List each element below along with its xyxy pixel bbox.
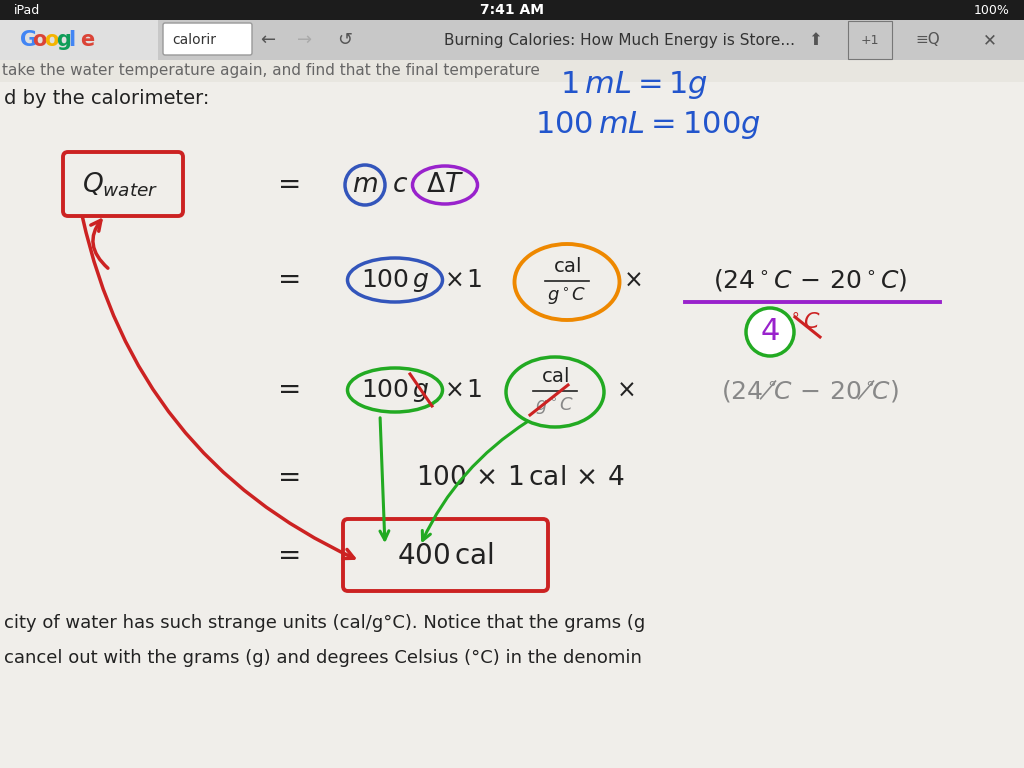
Text: $100\,\times\,1\,\mathrm{cal}\,\times\,4$: $100\,\times\,1\,\mathrm{cal}\,\times\,4… <box>416 465 625 491</box>
Bar <box>0 60 1024 82</box>
Text: $g{^\circ}C$: $g{^\circ}C$ <box>536 396 574 417</box>
Text: $g{^\circ}C$: $g{^\circ}C$ <box>547 286 587 306</box>
Text: →: → <box>297 31 312 49</box>
Text: =: = <box>279 464 302 492</box>
Text: $m$: $m$ <box>352 172 378 198</box>
Text: g: g <box>56 30 71 50</box>
Text: $\times$: $\times$ <box>615 378 634 402</box>
Text: =: = <box>279 376 302 404</box>
Text: calorir: calorir <box>172 33 216 47</box>
Text: l: l <box>68 30 75 50</box>
Text: ⬆: ⬆ <box>808 31 822 49</box>
Text: $Q_{water}$: $Q_{water}$ <box>82 170 158 199</box>
Text: take the water temperature again, and find that the final temperature: take the water temperature again, and fi… <box>2 64 540 78</box>
Text: +1: +1 <box>861 34 880 47</box>
Text: $1\,mL = 1g$: $1\,mL = 1g$ <box>560 69 708 101</box>
Text: e: e <box>80 30 94 50</box>
Text: $\mathrm{cal}$: $\mathrm{cal}$ <box>553 257 582 276</box>
Text: $(24^\circ\!\not\!C\,-\,20^\circ\!\not\!C)$: $(24^\circ\!\not\!C\,-\,20^\circ\!\not\!… <box>721 376 899 403</box>
Text: =: = <box>279 542 302 570</box>
Text: =: = <box>279 266 302 294</box>
Text: o: o <box>32 30 46 50</box>
Text: $1$: $1$ <box>466 268 482 292</box>
Circle shape <box>746 308 794 356</box>
Text: ←: ← <box>260 31 275 49</box>
Text: $\times$: $\times$ <box>443 378 462 402</box>
Text: $100\,mL = 100g$: $100\,mL = 100g$ <box>535 109 761 141</box>
Text: $\mathrm{cal}$: $\mathrm{cal}$ <box>541 366 569 386</box>
Bar <box>0 0 1024 20</box>
Text: =: = <box>279 171 302 199</box>
FancyBboxPatch shape <box>163 23 252 55</box>
Text: $(24^\circ C\,-\,20^\circ C)$: $(24^\circ C\,-\,20^\circ C)$ <box>713 267 907 293</box>
Text: o: o <box>44 30 58 50</box>
Text: cancel out with the grams (g) and degrees Celsius (°C) in the denomin: cancel out with the grams (g) and degree… <box>4 649 642 667</box>
Text: ≡Q: ≡Q <box>915 32 940 48</box>
Text: city of water has such strange units (cal/g°C). Notice that the grams (g: city of water has such strange units (ca… <box>4 614 645 632</box>
Text: $^\circ C$: $^\circ C$ <box>787 312 821 333</box>
Text: ↺: ↺ <box>338 31 352 49</box>
Text: $100\,g$: $100\,g$ <box>360 266 429 293</box>
Text: $\Delta T$: $\Delta T$ <box>426 172 464 198</box>
Text: $400\,\mathrm{cal}$: $400\,\mathrm{cal}$ <box>396 542 494 570</box>
Text: $\times$: $\times$ <box>623 268 641 292</box>
Text: Burning Calories: How Much Energy is Store...: Burning Calories: How Much Energy is Sto… <box>444 32 796 48</box>
Text: $1$: $1$ <box>466 378 482 402</box>
Text: G: G <box>20 30 37 50</box>
Text: d by the calorimeter:: d by the calorimeter: <box>4 88 209 108</box>
Text: ✕: ✕ <box>983 31 997 49</box>
Text: $4$: $4$ <box>760 317 780 346</box>
FancyBboxPatch shape <box>0 20 158 60</box>
Text: $\times$: $\times$ <box>443 268 462 292</box>
Text: 100%: 100% <box>974 4 1010 16</box>
Text: 7:41 AM: 7:41 AM <box>480 3 544 17</box>
Text: iPad: iPad <box>14 4 40 16</box>
Text: $c$: $c$ <box>392 172 409 198</box>
Text: $100\,g$: $100\,g$ <box>360 376 429 403</box>
Bar <box>0 20 1024 60</box>
